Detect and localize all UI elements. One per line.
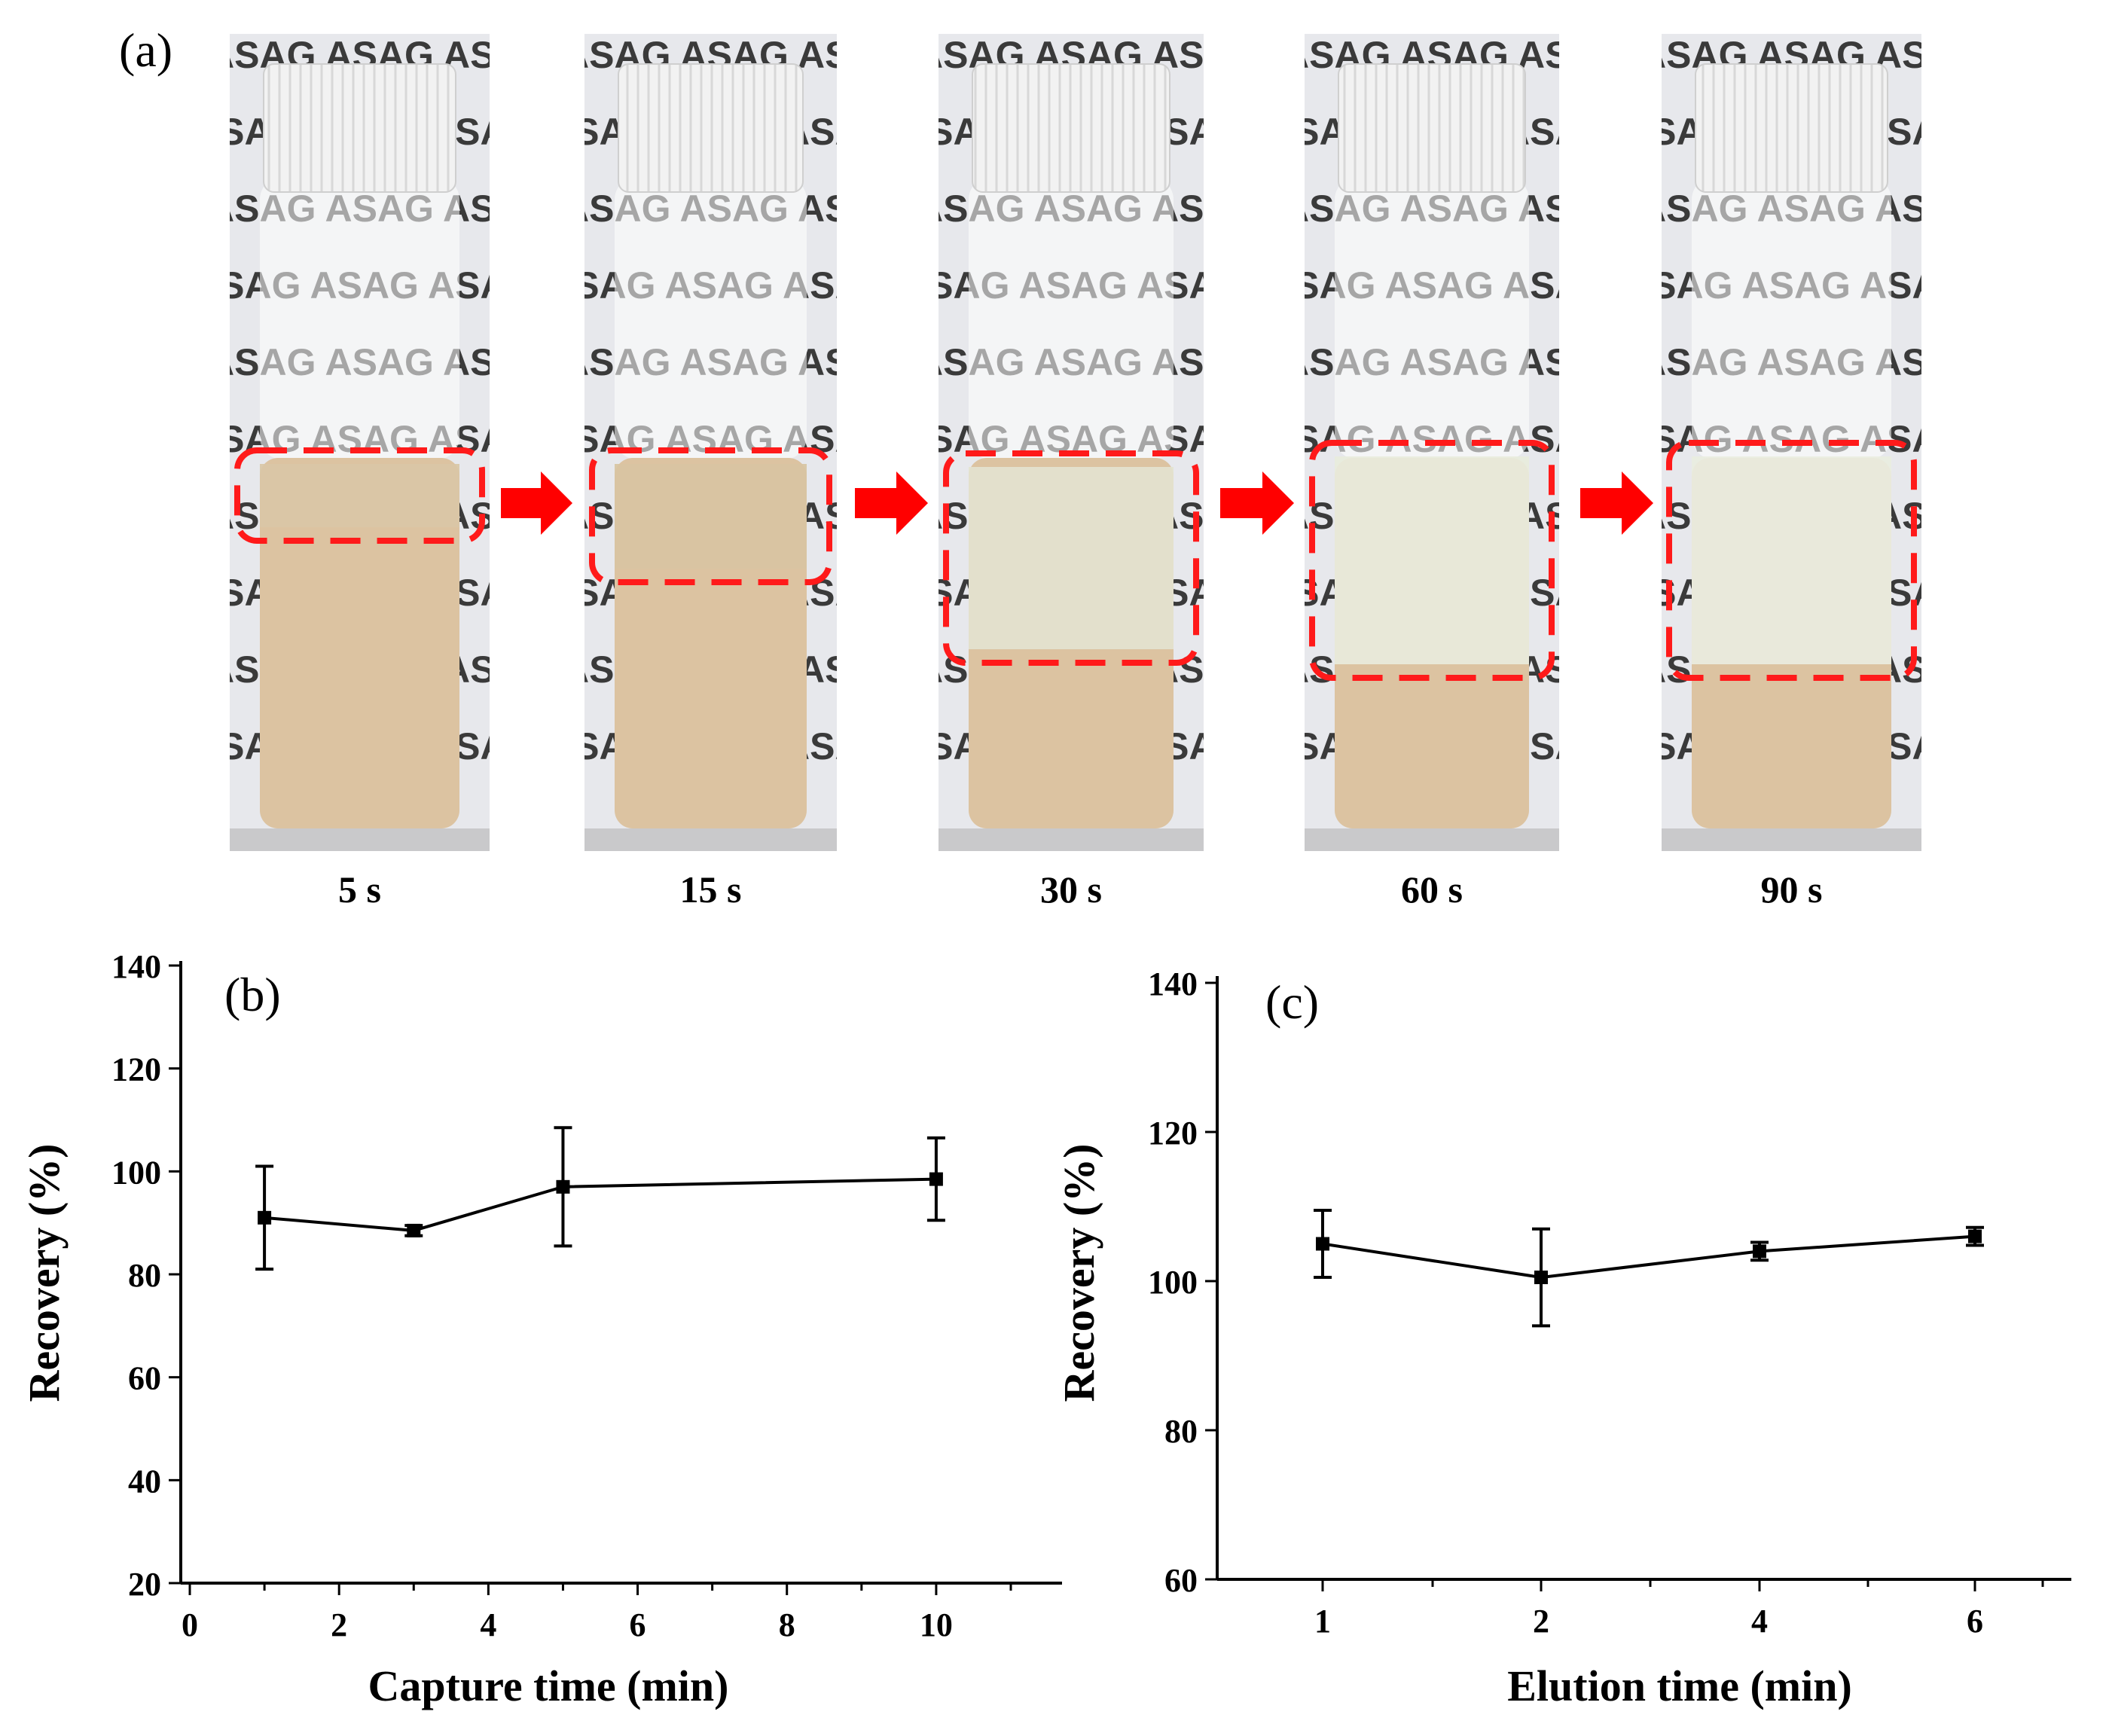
vial-cap [972, 63, 1170, 193]
arrow-series [501, 471, 1653, 535]
vial-clear-layer [969, 467, 1174, 649]
chart-b-panel-label: (b) [224, 968, 281, 1021]
panel-a-photo-series: (a) ASAG ASAG ASAG ASAG ASAG ASAG ASAG A… [119, 23, 1921, 911]
x-tick-label: 6 [1967, 1603, 1983, 1640]
x-tick-label: 2 [331, 1606, 347, 1643]
highlight-box [943, 450, 1199, 666]
arrow-right-icon [501, 471, 572, 535]
vial-cap [1338, 63, 1526, 193]
chart-c-panel-label: (c) [1265, 975, 1319, 1029]
data-point [258, 1210, 272, 1225]
vial-glass [969, 177, 1174, 459]
y-tick-label: 20 [128, 1566, 161, 1603]
highlight-box [1309, 440, 1555, 681]
x-tick-label: 1 [1314, 1603, 1331, 1640]
vial-clear-layer [615, 464, 807, 569]
chart-b-y-axis-label: Recovery (%) [20, 1144, 69, 1402]
chart-b-y-ticks: 20 40 60 80 100 120 140 [111, 948, 181, 1603]
y-tick-label: 40 [128, 1463, 161, 1500]
y-tick-label: 100 [1148, 1264, 1198, 1301]
vial-shelf [1662, 828, 1921, 851]
x-tick-label: 10 [920, 1606, 953, 1643]
vial-cap [1695, 63, 1888, 193]
chart-b-series [255, 1126, 945, 1271]
vial-shelf [1305, 828, 1559, 851]
x-tick-label: 4 [1751, 1603, 1768, 1640]
y-tick-label: 60 [1164, 1562, 1198, 1599]
vial-glass [1692, 177, 1891, 459]
highlight-box [234, 447, 485, 544]
chart-b-x-ticks: 0 2 4 6 8 10 [182, 1583, 1012, 1643]
arrow-right-icon [855, 471, 928, 535]
x-tick-label: 2 [1533, 1603, 1549, 1640]
vial-glass [260, 177, 459, 459]
vial-clear-layer [1335, 456, 1529, 664]
arrow-right-icon [1580, 471, 1653, 535]
vial-time-label: 60 s [1401, 868, 1463, 911]
data-point [929, 1172, 943, 1186]
panel-a-label: (a) [119, 23, 172, 77]
y-tick-label: 140 [1148, 966, 1198, 1002]
highlight-box [1666, 440, 1917, 681]
data-point [556, 1179, 570, 1194]
vial-shelf [584, 828, 837, 851]
vial-time-label: 30 s [1040, 868, 1102, 911]
highlight-box [589, 447, 832, 585]
y-tick-label: 140 [111, 948, 161, 985]
y-tick-label: 80 [1164, 1413, 1198, 1450]
x-tick-label: 4 [480, 1606, 496, 1643]
x-tick-label: 6 [630, 1606, 646, 1643]
x-tick-label: 0 [182, 1606, 198, 1643]
vial-photo: ASAG ASAG ASAG ASAG ASAG ASAG ASAG ASAG … [939, 34, 1204, 911]
y-tick-label: 120 [111, 1051, 161, 1088]
chart-c-y-axis-label: Recovery (%) [1054, 1144, 1103, 1402]
vial-clear-layer [1692, 456, 1891, 664]
data-point [407, 1223, 421, 1237]
vial-shelf [939, 828, 1204, 851]
arrow-right-icon [1220, 471, 1294, 535]
data-point [1753, 1244, 1766, 1259]
chart-c-elution-time: (c) 60 80 100 120 140 1 2 4 6 Elution time (min… [1054, 966, 2071, 1710]
vial-cap [618, 63, 804, 193]
vial-clear-layer [260, 464, 459, 527]
chart-c-y-ticks: 60 80 100 120 140 [1148, 966, 1217, 1599]
vial-photo: ASAG ASAG ASAG ASAG ASAG ASAG ASAG ASAG … [230, 34, 490, 911]
chart-c-x-ticks: 1 2 4 6 [1314, 1579, 2044, 1640]
vial-time-label: 15 s [680, 868, 742, 911]
chart-b-capture-time: (b) 20 40 60 80 100 120 140 0 2 4 6 8 10 Capture ti… [20, 948, 1062, 1710]
vial-time-label: 5 s [338, 868, 381, 911]
data-point [1534, 1271, 1548, 1285]
y-tick-label: 80 [128, 1257, 161, 1294]
vial-glass [615, 177, 807, 459]
y-tick-label: 60 [128, 1360, 161, 1397]
vial-series: ASAG ASAG ASAG ASAG ASAG ASAG ASAG ASAG … [230, 34, 1921, 911]
vial-suspension [260, 458, 459, 828]
y-tick-label: 100 [111, 1154, 161, 1191]
vial-time-label: 90 s [1761, 868, 1823, 911]
chart-b-x-axis-label: Capture time (min) [368, 1661, 729, 1710]
vial-photo: ASAG ASAG ASAG ASAG ASAG ASAG ASAG ASAG … [1305, 34, 1559, 911]
chart-c-series [1314, 1208, 1984, 1328]
vial-cap [263, 63, 456, 193]
x-tick-label: 8 [779, 1606, 795, 1643]
vial-photo: ASAG ASAG ASAG ASAG ASAG ASAG ASAG ASAG … [584, 34, 837, 911]
series-line [264, 1177, 936, 1232]
data-point [1968, 1229, 1982, 1243]
vial-photo: ASAG ASAG ASAG ASAG ASAG ASAG ASAG ASAG … [1662, 34, 1921, 911]
vial-glass [1335, 177, 1529, 459]
vial-shelf [230, 828, 490, 851]
y-tick-label: 120 [1148, 1115, 1198, 1152]
series-line [1322, 1234, 1976, 1280]
data-point [1316, 1237, 1329, 1251]
chart-c-x-axis-label: Elution time (min) [1507, 1661, 1852, 1710]
